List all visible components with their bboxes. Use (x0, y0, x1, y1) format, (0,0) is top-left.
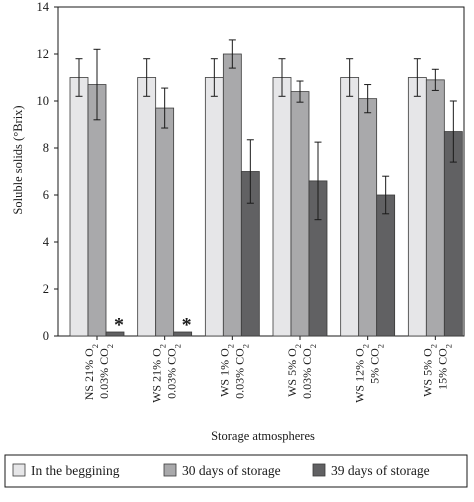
category-label-subscript: 2 (105, 344, 115, 348)
legend-swatch (163, 463, 177, 477)
category-label-line1: NS 21% O2 (82, 344, 100, 400)
y-tick-label: 10 (37, 94, 50, 108)
category-label-subscript: 2 (376, 344, 386, 348)
legend-swatch (312, 463, 326, 477)
category-label-line2: 0.03% CO2 (165, 344, 183, 399)
category-label-text: 5% CO (368, 348, 382, 384)
y-tick-label: 0 (43, 329, 49, 343)
y-tick-label: 2 (43, 282, 49, 296)
category-label-line1: WS 5% O2 (420, 344, 438, 397)
category-label-subscript: 2 (293, 344, 303, 348)
category-label-subscript: 2 (308, 344, 318, 348)
bar (87, 84, 107, 337)
category-label-text: 0.03% CO (165, 348, 179, 399)
category-label-text: NS 21% O (82, 348, 96, 400)
bar (137, 77, 157, 337)
category-label-text: 0.03% CO (300, 348, 314, 399)
category-label: NS 21% O20.03% CO2 (82, 344, 115, 400)
category-label-text: WS 21% O (150, 348, 164, 403)
category-label-subscript: 2 (361, 344, 371, 348)
category-label-text: WS 5% O (420, 348, 434, 397)
category-label-line1: WS 5% O2 (285, 344, 303, 397)
category-label-subscript: 2 (240, 344, 250, 348)
category-label-line2: 15% CO2 (435, 344, 453, 390)
bar (358, 98, 378, 337)
category-label: WS 12% O25% CO2 (353, 344, 386, 403)
category-label-subscript: 2 (443, 344, 453, 348)
bar (69, 77, 89, 337)
category-label-line2: 0.03% CO2 (300, 344, 318, 399)
category-label-line1: WS 21% O2 (150, 344, 168, 403)
category-label-line1: WS 1% O2 (217, 344, 235, 397)
category-label: WS 5% O20.03% CO2 (285, 344, 318, 399)
y-tick-label: 6 (43, 188, 49, 202)
category-label: WS 1% O20.03% CO2 (217, 344, 250, 399)
bar (290, 91, 310, 337)
category-label-line2: 0.03% CO2 (97, 344, 115, 399)
bar (105, 331, 125, 337)
category-label-text: WS 5% O (285, 348, 299, 397)
bar (425, 79, 445, 337)
category-label-line2: 0.03% CO2 (232, 344, 250, 399)
bar (340, 77, 360, 337)
bar (204, 77, 224, 337)
y-tick-label: 4 (43, 235, 50, 249)
category-label-line1: WS 12% O2 (353, 344, 371, 403)
category-label: WS 21% O20.03% CO2 (150, 344, 183, 403)
category-label-subscript: 2 (90, 344, 100, 348)
significance-annotation: * (114, 314, 124, 336)
category-label-subscript: 2 (158, 344, 168, 348)
category-label-text: 0.03% CO (97, 348, 111, 399)
y-tick-label: 14 (37, 0, 50, 14)
legend-swatch (12, 463, 26, 477)
category-label-subscript: 2 (225, 344, 235, 348)
y-axis-title: Soluble solids (°Brix) (11, 105, 25, 214)
legend-box (4, 454, 468, 488)
bar (272, 77, 292, 337)
category-label-text: WS 1% O (217, 348, 231, 397)
significance-annotation: * (182, 314, 192, 336)
axes: 0 2 4 6 8 10 12 14 (37, 0, 465, 343)
bar (173, 331, 193, 337)
category-label-text: 15% CO (435, 348, 449, 390)
legend-label: In the beggining (31, 463, 120, 478)
category-label-subscript: 2 (428, 344, 438, 348)
legend: In the beggining 30 days of storage 39 day… (4, 454, 468, 488)
bar (407, 77, 427, 337)
bar (376, 194, 396, 337)
category-label-text: 0.03% CO (232, 348, 246, 399)
legend-label: 39 days of storage (331, 463, 430, 478)
x-axis-title: Storage atmospheres (211, 429, 315, 443)
plot-frame (57, 6, 465, 337)
legend-label: 30 days of storage (182, 463, 281, 478)
category-label-line2: 5% CO2 (368, 344, 386, 384)
category-label-text: WS 12% O (353, 348, 367, 403)
bars (69, 39, 463, 337)
y-tick-label: 12 (37, 47, 50, 61)
category-label-subscript: 2 (173, 344, 183, 348)
bar (222, 53, 242, 337)
y-tick-label: 8 (43, 141, 49, 155)
bar (155, 107, 175, 337)
